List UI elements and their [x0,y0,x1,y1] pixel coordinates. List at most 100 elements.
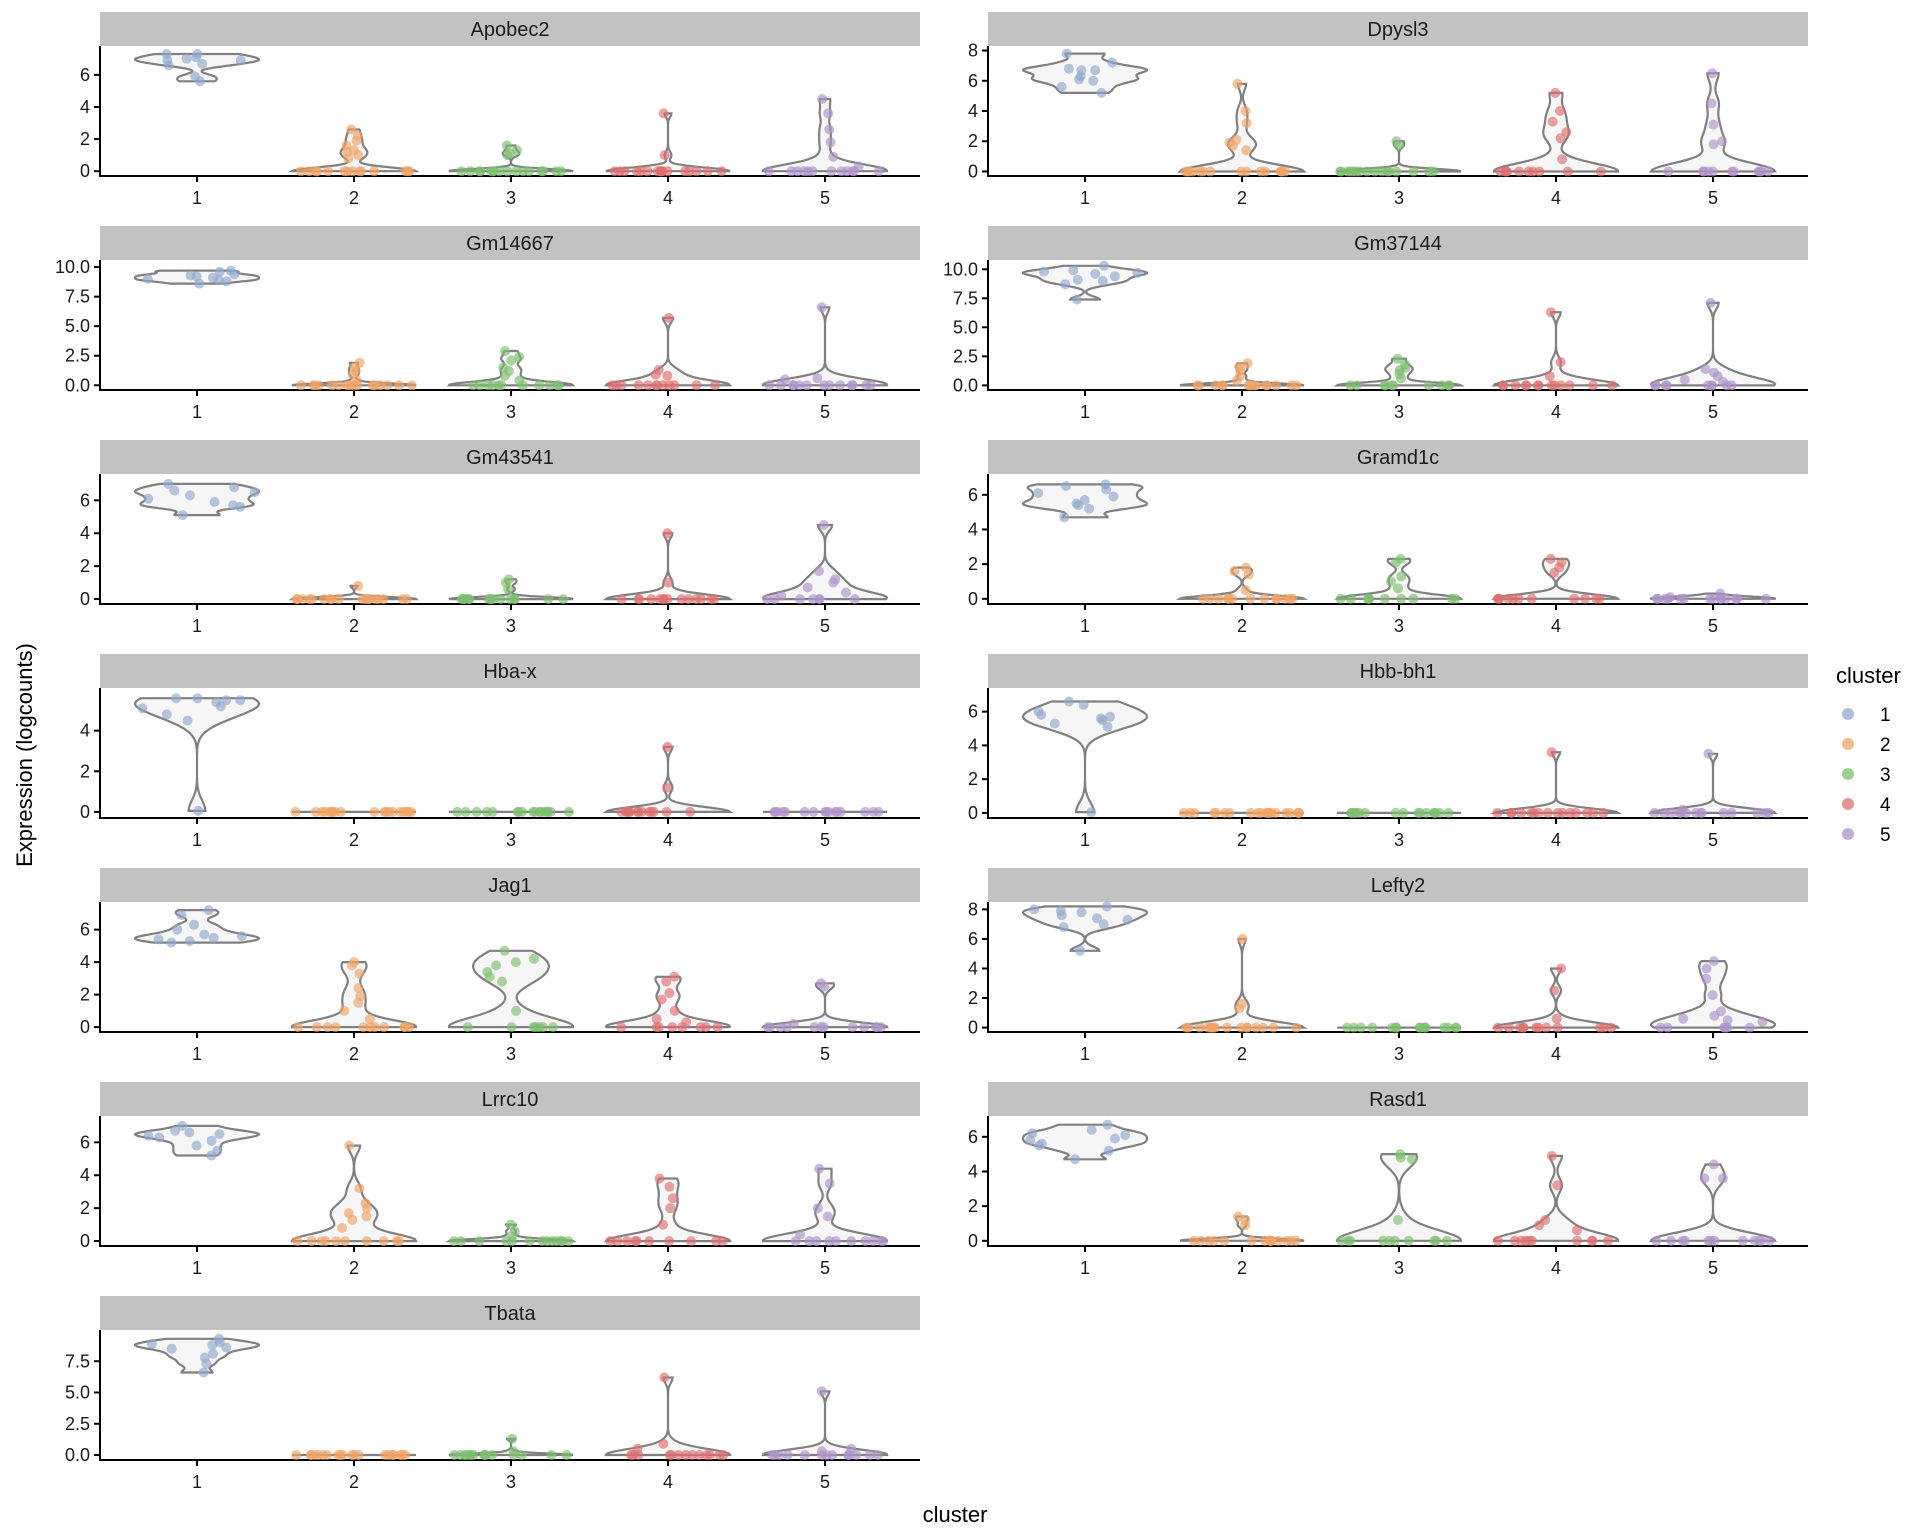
data-point-cluster-3 [1342,1022,1353,1033]
strip-background [100,440,920,474]
data-point-cluster-2 [369,1022,380,1033]
data-point-cluster-1 [228,500,239,511]
violin-cluster-1 [1021,1123,1149,1161]
data-point-cluster-2 [1213,593,1224,604]
data-point-cluster-5 [868,806,879,817]
data-point-cluster-4 [1598,807,1609,818]
violin-cluster-5 [761,1390,889,1457]
data-point-cluster-3 [499,370,510,381]
data-point-cluster-1 [198,1367,209,1378]
data-point-cluster-4 [1526,807,1537,818]
x-tick-label: 4 [1551,188,1561,208]
data-point-cluster-3 [491,960,502,971]
data-point-cluster-3 [1391,166,1402,177]
data-point-cluster-5 [801,380,812,391]
data-point-cluster-4 [662,528,673,539]
data-point-cluster-2 [1223,593,1234,604]
facet-panel-lefty2: Lefty2 0 2 4 6 8 1 2 3 4 5 [968,868,1808,1064]
data-point-cluster-2 [406,806,417,817]
data-point-cluster-4 [658,1219,668,1230]
data-point-cluster-3 [1351,380,1362,391]
data-point-cluster-3 [459,594,470,605]
y-tick-label: 6 [968,71,978,91]
data-point-cluster-5 [814,594,825,605]
data-point-cluster-5 [1752,807,1763,818]
data-point-cluster-4 [1545,553,1556,564]
data-point-cluster-5 [1703,380,1714,391]
y-tick-label: 2 [80,556,90,576]
strip-label: Apobec2 [471,19,550,41]
x-tick-label: 3 [506,402,516,422]
data-point-cluster-4 [711,1236,722,1247]
data-point-cluster-4 [667,1022,678,1033]
data-point-cluster-5 [822,1211,833,1222]
data-point-cluster-1 [207,272,218,283]
data-point-cluster-3 [460,806,471,817]
data-point-cluster-5 [819,380,830,391]
data-point-cluster-1 [1101,484,1112,495]
x-tick-label: 5 [820,830,830,850]
data-point-cluster-3 [497,976,507,987]
x-tick-label: 2 [1237,616,1247,636]
data-point-cluster-2 [1236,166,1247,177]
data-point-cluster-3 [1345,593,1356,604]
data-point-cluster-5 [814,1163,825,1174]
y-tick-label: 8 [968,41,978,61]
data-point-cluster-2 [394,380,405,391]
data-point-cluster-4 [663,577,674,588]
data-point-cluster-2 [347,1214,358,1225]
data-point-cluster-4 [1498,380,1509,391]
data-point-cluster-2 [353,150,364,161]
data-point-cluster-1 [170,1125,181,1136]
data-point-cluster-5 [804,1236,815,1247]
data-point-cluster-5 [1660,593,1671,604]
data-point-cluster-2 [353,997,364,1008]
data-point-cluster-5 [1707,990,1718,1001]
x-tick-label: 2 [349,1472,359,1492]
data-point-cluster-3 [1423,380,1434,391]
data-point-cluster-2 [1228,140,1238,151]
violin-cluster-5 [761,1167,889,1243]
data-point-cluster-2 [387,806,398,817]
data-point-cluster-3 [1396,571,1407,582]
legend-key-3 [1842,768,1854,780]
data-point-cluster-2 [322,1022,333,1033]
data-point-cluster-1 [1096,87,1107,98]
data-point-cluster-2 [1195,166,1206,177]
data-point-cluster-3 [448,1236,459,1247]
data-point-cluster-3 [563,1236,574,1247]
data-point-cluster-4 [651,1014,662,1024]
data-point-cluster-2 [1241,145,1252,156]
data-point-cluster-1 [195,76,205,87]
data-point-cluster-4 [622,1236,633,1247]
data-point-cluster-1 [235,55,246,66]
y-tick-label: 0.0 [65,1445,90,1465]
x-tick-label: 5 [1708,1044,1718,1064]
y-tick-label: 7.5 [953,288,978,308]
x-tick-label: 3 [506,1258,516,1278]
y-tick-label: 0 [80,161,90,181]
data-point-cluster-1 [191,1140,202,1151]
data-point-cluster-3 [1396,373,1406,384]
data-point-cluster-5 [788,380,799,391]
data-point-cluster-5 [818,520,829,530]
data-point-cluster-5 [816,1386,827,1397]
data-point-cluster-2 [306,1236,317,1247]
data-point-cluster-4 [1605,1022,1616,1033]
violin-cluster-4 [1491,557,1621,600]
y-tick-label: 2 [968,1196,978,1216]
data-point-cluster-3 [1362,166,1373,177]
data-point-cluster-2 [1243,569,1254,580]
data-point-cluster-1 [153,934,164,945]
data-point-cluster-5 [1709,1235,1720,1246]
data-point-cluster-5 [817,94,828,104]
data-point-cluster-2 [345,380,356,391]
data-point-cluster-2 [399,1022,410,1033]
data-point-cluster-4 [616,1022,627,1033]
data-point-cluster-5 [1658,807,1669,818]
data-point-cluster-5 [851,1450,862,1460]
x-tick-label: 5 [820,188,830,208]
data-point-cluster-5 [859,1022,870,1033]
violin-cluster-4 [1491,311,1621,387]
